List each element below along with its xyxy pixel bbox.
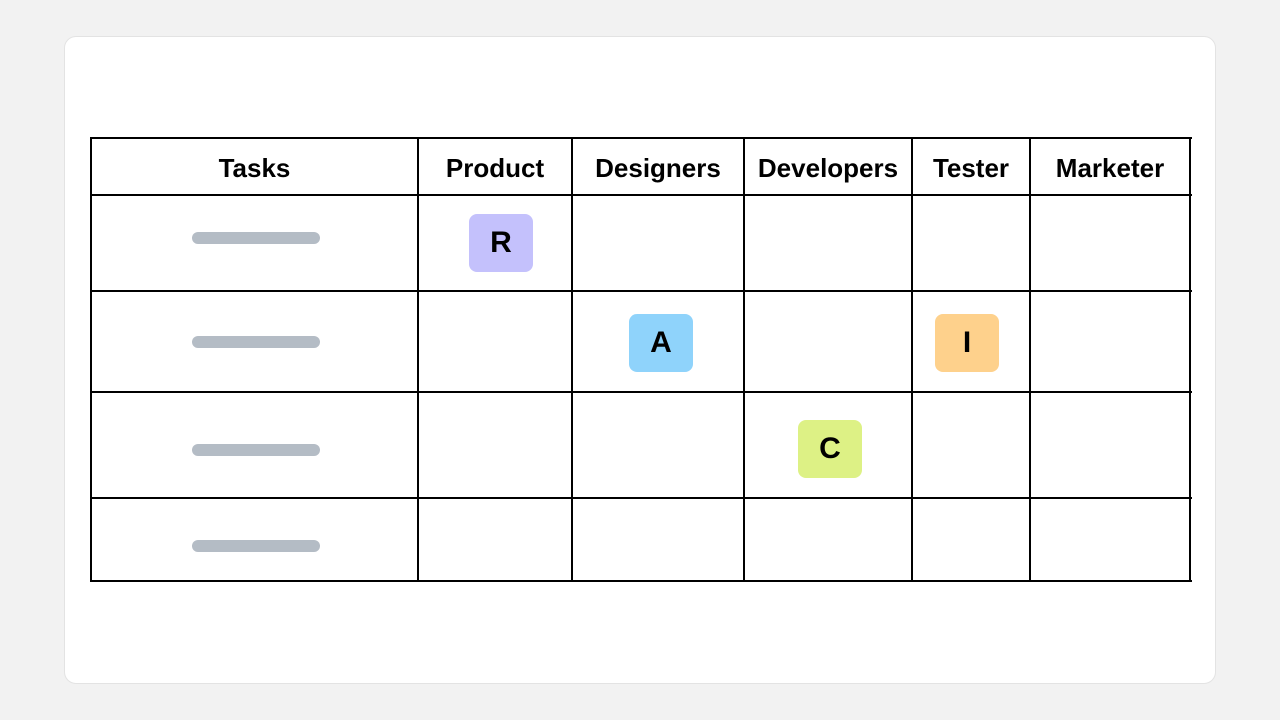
column-divider: [1029, 137, 1031, 582]
table-border-right: [1189, 137, 1191, 582]
header-product: Product: [445, 152, 545, 183]
header-tasks: Tasks: [218, 152, 291, 183]
column-divider: [743, 137, 745, 582]
badge-responsible: R: [469, 214, 533, 272]
header-developers: Developers: [757, 152, 899, 183]
table-border-bottom: [90, 580, 1192, 582]
badge-consulted: C: [798, 420, 862, 478]
badge-accountable: A: [629, 314, 693, 372]
row-divider: [90, 391, 1192, 393]
column-divider: [911, 137, 913, 582]
row-divider: [90, 497, 1192, 499]
header-designers: Designers: [595, 152, 721, 183]
task-placeholder-1: [192, 232, 320, 244]
header-tester: Tester: [932, 152, 1010, 183]
header-marketer: Marketer: [1055, 152, 1165, 183]
badge-informed: I: [935, 314, 999, 372]
table-border-left: [90, 137, 92, 582]
row-divider: [90, 290, 1192, 292]
task-placeholder-3: [192, 444, 320, 456]
row-divider: [90, 194, 1192, 196]
task-placeholder-4: [192, 540, 320, 552]
column-divider: [417, 137, 419, 582]
column-divider: [571, 137, 573, 582]
task-placeholder-2: [192, 336, 320, 348]
table-border-top: [90, 137, 1192, 139]
